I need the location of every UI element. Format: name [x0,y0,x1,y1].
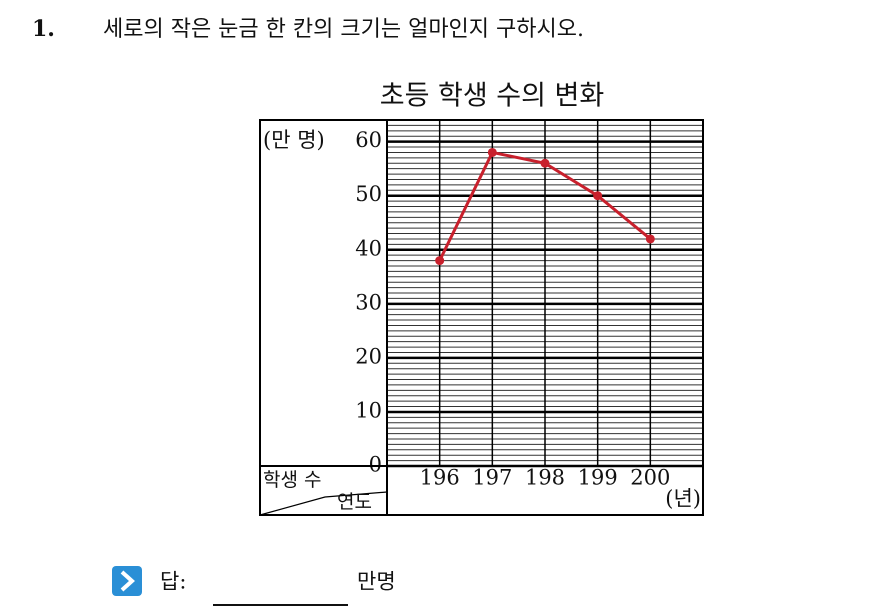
x-tick-label: 196 [420,466,460,490]
data-point [645,234,655,244]
question-text: 세로의 작은 눈금 한 칸의 크기는 얼마인지 구하시오. [103,17,584,42]
y-label: 학생 수 [263,469,321,491]
y-tick-label: 60 [355,128,382,152]
data-point [593,191,603,201]
chart-title: 초등 학생 수의 변화 [380,81,604,112]
x-tick-label: 198 [525,466,565,490]
corner-diagonal [259,491,388,516]
chart-frame [259,119,704,516]
x-tick-label: 197 [472,466,512,490]
data-point [435,256,445,266]
answer-unit: 만명 [357,570,396,594]
y-tick-label: 30 [355,290,382,314]
data-point [487,147,497,157]
y-unit: (만 명) [263,128,325,152]
x-tick-label: 199 [578,466,618,490]
y-tick-label: 50 [355,182,382,206]
y-tick-label: 10 [355,398,382,422]
x-tick-label: 200 [630,466,670,490]
x-label: 연도 [337,491,372,513]
question-number: 1. [32,16,55,42]
answer-icon-arrow [120,570,135,592]
data-point [540,158,550,168]
y-tick-label: 20 [355,344,382,368]
x-unit: (년) [665,487,701,511]
chart: 0 10 20 30 40 50 60 (만 명) 학생 수연도 (년) 196 197 198 199 2… [259,119,704,516]
answer-icon [112,566,142,596]
answer-label: 답: [160,570,186,594]
y-tick-label: 40 [355,236,382,260]
y-tick-label: 0 [369,453,382,477]
